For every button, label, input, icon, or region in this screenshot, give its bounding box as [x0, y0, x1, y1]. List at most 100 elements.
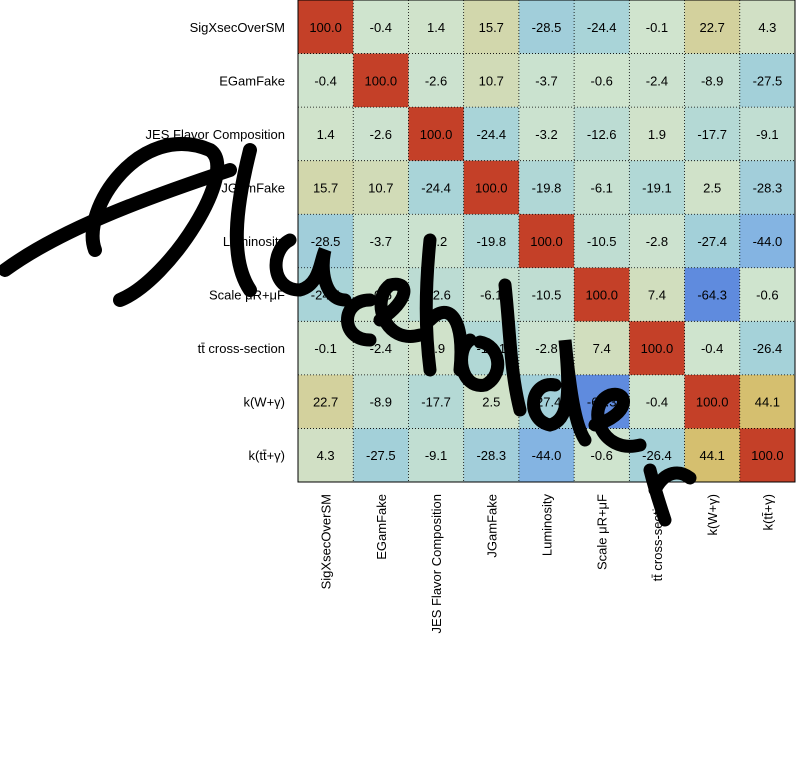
heatmap-cell	[408, 160, 465, 215]
cell-value-label: -2.8	[646, 234, 668, 249]
heatmap-cell	[518, 267, 575, 322]
cell-value-label: -0.6	[756, 288, 778, 303]
cell-value-label: -3.7	[370, 234, 392, 249]
cell-value-label: -28.5	[311, 234, 341, 249]
heatmap-cell	[408, 0, 465, 55]
heatmap-cell	[298, 160, 354, 215]
heatmap-cell	[629, 160, 686, 215]
cell-value-label: 15.7	[313, 180, 338, 195]
cell-value-label: -2.8	[535, 341, 557, 356]
heatmap-cell	[298, 107, 354, 162]
y-tick-label: SigXsecOverSM	[190, 20, 285, 35]
heatmap-cell	[408, 53, 465, 108]
x-tick-label: Luminosity	[540, 494, 555, 557]
placeholder-scribble	[0, 137, 697, 527]
cell-value-label: 10.7	[479, 73, 504, 88]
cell-value-label: -27.4	[697, 234, 727, 249]
cell-value-label: -2.6	[370, 127, 392, 142]
x-tick-label: JGamFake	[484, 494, 499, 558]
cell-value-label: -27.5	[753, 73, 783, 88]
heatmap-cell	[739, 267, 796, 322]
cell-value-label: -3.7	[535, 73, 557, 88]
heatmap-cell	[739, 107, 796, 162]
cell-value-label: -28.5	[532, 20, 562, 35]
plot-frame	[297, 0, 796, 483]
cell-value-label: -0.4	[314, 73, 336, 88]
cell-value-label: 7.4	[648, 288, 666, 303]
cell-value-label: -0.4	[701, 341, 723, 356]
heatmap-cell	[353, 0, 409, 55]
heatmap-cell	[684, 160, 741, 215]
x-tick-label: SigXsecOverSM	[319, 494, 334, 589]
cell-value-label: 4.3	[758, 20, 776, 35]
heatmap-cell	[518, 428, 575, 483]
cell-value-label: 10.7	[368, 180, 393, 195]
cell-value-label: -0.4	[370, 20, 392, 35]
cell-value-label: -10.5	[587, 234, 617, 249]
y-tick-label: k(W+γ)	[243, 395, 285, 410]
cell-value-label: 4.3	[317, 448, 335, 463]
heatmap-cell	[518, 160, 575, 215]
heatmap-cell	[629, 374, 686, 429]
cell-value-label: -2.4	[646, 73, 668, 88]
heatmap-cell	[739, 428, 796, 483]
cell-value-label: -19.8	[532, 180, 562, 195]
heatmap-cell	[739, 160, 796, 215]
cell-value-label: 100.0	[641, 341, 674, 356]
cell-value-label: 100.0	[696, 395, 729, 410]
heatmap-cell	[629, 321, 686, 376]
heatmap-cell	[463, 428, 520, 483]
cell-value-label: -17.7	[697, 127, 727, 142]
y-tick-label: tt̄ cross-section	[198, 341, 285, 356]
cell-value-label: 15.7	[479, 20, 504, 35]
heatmap-cell	[353, 214, 409, 269]
heatmap-cell	[739, 374, 796, 429]
heatmap-cell	[353, 428, 409, 483]
cell-value-label: 22.7	[700, 20, 725, 35]
cell-value-label: -2.6	[425, 73, 447, 88]
heatmap-cell	[518, 214, 575, 269]
cell-value-label: -3.2	[535, 127, 557, 142]
cell-value-label: 1.4	[427, 20, 445, 35]
cell-value-label: -44.0	[532, 448, 562, 463]
cell-value-label: -26.4	[642, 448, 672, 463]
x-axis-labels: SigXsecOverSM EGamFake JES Flavor Composit…	[319, 494, 776, 634]
heatmap-cells: 100.0 -0.4 1.4 15.7 -28.5 -24.4 -0.1 22.7 4.3 -0.…	[298, 0, 796, 483]
heatmap-cell	[684, 321, 741, 376]
y-tick-label: JGamFake	[221, 180, 285, 195]
cell-value-label: 2.5	[703, 180, 721, 195]
heatmap-cell	[574, 107, 630, 162]
cell-value-label: -24.4	[421, 180, 451, 195]
heatmap-cell	[684, 0, 741, 55]
x-tick-label: JES Flavor Composition	[429, 494, 444, 633]
cell-value-label: 22.7	[313, 395, 338, 410]
cell-value-label: -44.0	[753, 234, 783, 249]
heatmap-gridlines	[298, 0, 795, 482]
cell-value-label: 100.0	[530, 234, 563, 249]
heatmap-cell	[684, 267, 741, 322]
cell-value-label: 100.0	[751, 448, 784, 463]
cell-value-label: 100.0	[309, 20, 342, 35]
heatmap-cell	[463, 53, 520, 108]
heatmap-cell	[574, 160, 630, 215]
cell-value-label: 44.1	[755, 395, 780, 410]
cell-value-label: -0.1	[646, 20, 668, 35]
cell-value-label: 7.4	[593, 341, 611, 356]
x-tick-label: Scale μR+μF	[595, 494, 610, 570]
heatmap-cell	[463, 160, 520, 215]
x-tick-label: k(W+γ)	[705, 494, 720, 536]
cell-value-label: -12.6	[587, 127, 617, 142]
cell-value-label: -27.5	[366, 448, 396, 463]
heatmap-cell	[629, 267, 686, 322]
cell-value-label: -10.5	[532, 288, 562, 303]
heatmap-cell	[574, 321, 630, 376]
heatmap-cell	[739, 53, 796, 108]
cell-value-label: -19.1	[642, 180, 672, 195]
heatmap-cell	[684, 214, 741, 269]
cell-value-label: 100.0	[585, 288, 618, 303]
heatmap-cell	[463, 107, 520, 162]
cell-value-label: 2.5	[482, 395, 500, 410]
